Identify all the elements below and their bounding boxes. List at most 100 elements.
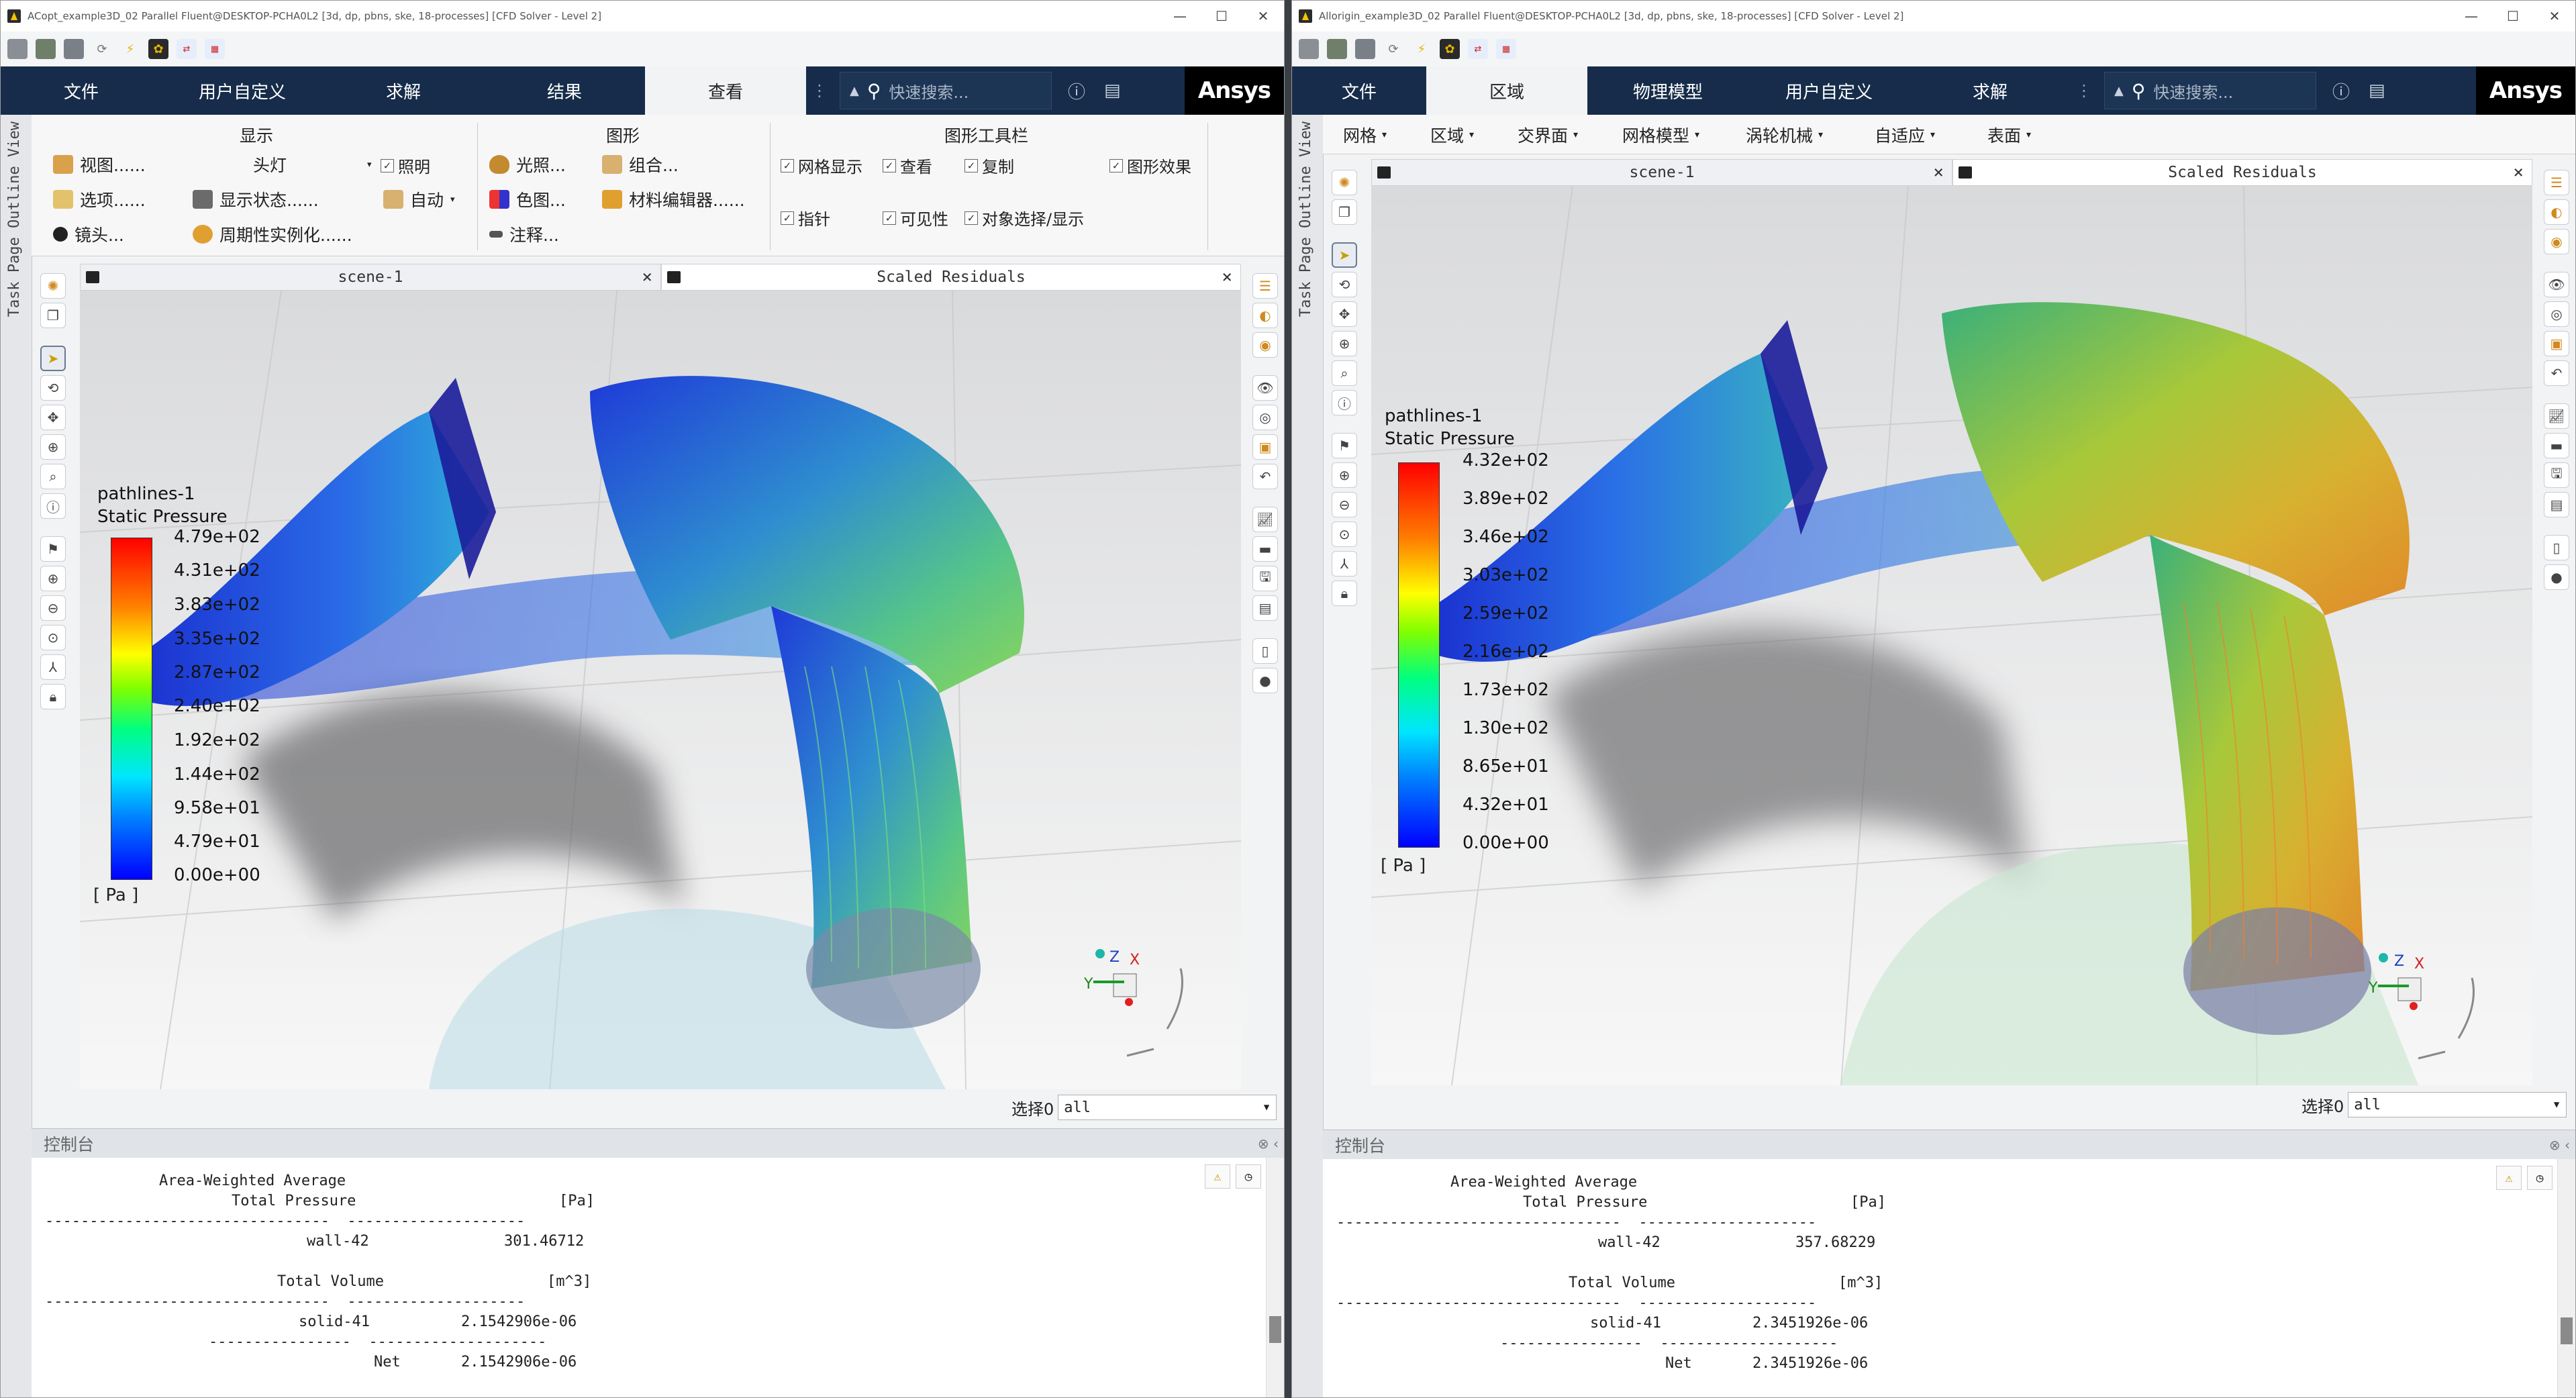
menu-turbomachinery[interactable]: 涡轮机械 ▾ bbox=[1746, 126, 1824, 146]
pointer-icon[interactable]: ➤ bbox=[40, 346, 66, 371]
console-scrollbar[interactable] bbox=[2557, 1159, 2575, 1397]
undo-icon[interactable]: ↶ bbox=[1252, 464, 1278, 489]
pointer-checkbox[interactable]: ✓ 指针 bbox=[781, 206, 830, 230]
lock-icon[interactable]: 🔒︎ bbox=[1332, 581, 1357, 606]
menu-zones[interactable]: 区域 ▾ bbox=[1430, 126, 1475, 146]
view-checkbox[interactable]: ✓ 查看 bbox=[883, 154, 932, 177]
flag-icon[interactable]: ⚑ bbox=[1332, 433, 1357, 458]
help-icon[interactable]: ⓘ bbox=[1068, 82, 1086, 103]
tab-solve[interactable]: 求解 bbox=[385, 82, 421, 103]
eye-hide-icon[interactable]: ◎ bbox=[2544, 301, 2569, 327]
tab-solve[interactable]: 求解 bbox=[1972, 82, 2008, 103]
tab-physics[interactable]: 物理模型 bbox=[1632, 82, 1703, 103]
zoom-out-icon[interactable]: ⊖ bbox=[40, 595, 66, 621]
layers-icon[interactable]: ☰ bbox=[2544, 170, 2569, 195]
reload-icon[interactable]: ⟳ bbox=[97, 42, 107, 56]
console-scrollbar[interactable] bbox=[1266, 1158, 1284, 1397]
clock-icon[interactable]: ◷ bbox=[2527, 1166, 2553, 1190]
box-icon[interactable]: ▣ bbox=[2544, 331, 2569, 356]
menu-surface[interactable]: 表面 ▾ bbox=[1987, 126, 2032, 146]
menu-adapt[interactable]: 自适应 ▾ bbox=[1875, 126, 1936, 146]
minimize-button[interactable]: — bbox=[1173, 8, 1187, 24]
options-button[interactable]: 选项...... bbox=[53, 187, 146, 211]
camera-button[interactable]: 镜头... bbox=[53, 222, 124, 246]
maximize-button[interactable]: ☐ bbox=[2507, 8, 2519, 24]
ruler-icon[interactable]: ▬ bbox=[1252, 536, 1278, 562]
zoom-icon[interactable]: ⌕ bbox=[1332, 360, 1357, 386]
save-image-icon[interactable]: 🖫︎ bbox=[1252, 566, 1278, 591]
reload-icon[interactable]: ⟳ bbox=[1388, 42, 1399, 56]
axis-triad[interactable]: Y Z X bbox=[1083, 949, 1183, 1057]
console-controls-icon[interactable]: ⊗ ‹ bbox=[1257, 1135, 1279, 1152]
menu-mesh-models[interactable]: 网格模型 ▾ bbox=[1622, 126, 1700, 146]
mesh-display-checkbox[interactable]: ✓ 网格显示 bbox=[781, 154, 862, 177]
tab-user-defined[interactable]: 用户自定义 bbox=[198, 82, 286, 103]
film-icon[interactable]: ▤ bbox=[2544, 492, 2569, 517]
zoom-box-icon[interactable]: ⊕ bbox=[1332, 331, 1357, 356]
menu-mesh[interactable]: 网格 ▾ bbox=[1343, 126, 1387, 146]
display-state-button[interactable]: 显示状态...... bbox=[193, 187, 319, 211]
read-data-icon[interactable] bbox=[1327, 39, 1347, 59]
sphere-icon[interactable]: ◉ bbox=[1252, 332, 1278, 358]
task-page-outline-label[interactable]: Task Page Outline View bbox=[6, 121, 23, 317]
lightning-icon[interactable]: ⚡ bbox=[1417, 42, 1426, 56]
plot-icon[interactable]: 📈︎ bbox=[1252, 507, 1278, 532]
plot-icon[interactable]: 📈︎ bbox=[2544, 403, 2569, 429]
periodic-button[interactable]: 周期性实例化...... bbox=[193, 222, 352, 246]
task-page-outline-label[interactable]: Task Page Outline View bbox=[1297, 121, 1314, 317]
read-case-icon[interactable] bbox=[7, 39, 28, 59]
ruler-icon[interactable]: ▬ bbox=[2544, 433, 2569, 458]
axis-triad[interactable]: Y Z X bbox=[2368, 953, 2475, 1060]
object-select-checkbox[interactable]: ✓ 对象选择/显示 bbox=[964, 206, 1084, 230]
tab-scene-1[interactable]: scene-1 × bbox=[1371, 159, 1952, 186]
menu-interfaces[interactable]: 交界面 ▾ bbox=[1518, 126, 1579, 146]
copy-view-icon[interactable]: ❐ bbox=[1332, 199, 1357, 225]
console-output[interactable]: Area-Weighted Average Total Pressure [Pa… bbox=[1323, 1159, 2575, 1397]
lightning-icon[interactable]: ⚡ bbox=[126, 42, 135, 56]
tab-results[interactable]: 结果 bbox=[546, 82, 582, 103]
page-icon[interactable]: ▯ bbox=[1252, 638, 1278, 664]
rotate-icon[interactable]: ⟲ bbox=[40, 375, 66, 401]
read-case-icon[interactable] bbox=[1299, 39, 1319, 59]
tab-file[interactable]: 文件 bbox=[1341, 82, 1377, 103]
probe-icon[interactable]: ⓘ bbox=[1332, 390, 1357, 415]
lighting-checkbox[interactable]: ✓ 照明 bbox=[381, 154, 430, 177]
pan-icon[interactable]: ✥ bbox=[1332, 301, 1357, 327]
shade-icon[interactable]: ◐ bbox=[1252, 303, 1278, 328]
console-output[interactable]: Area-Weighted Average Total Pressure [Pa… bbox=[32, 1158, 1284, 1397]
film-icon[interactable]: ▤ bbox=[1252, 595, 1278, 621]
warning-icon[interactable]: ⚠ bbox=[1205, 1164, 1230, 1189]
zoom-in-icon[interactable]: ⊕ bbox=[1332, 462, 1357, 488]
composite-button[interactable]: 组合... bbox=[602, 152, 679, 177]
zoom-in-icon[interactable]: ⊕ bbox=[40, 566, 66, 591]
close-scene-tab-icon[interactable]: × bbox=[642, 267, 652, 287]
pan-icon[interactable]: ✥ bbox=[40, 405, 66, 430]
tab-scaled-residuals[interactable]: Scaled Residuals × bbox=[1952, 159, 2532, 186]
fit-icon[interactable]: ⊙ bbox=[40, 625, 66, 650]
quick-search-input[interactable]: ▲ ⚲ 快速搜索... bbox=[840, 72, 1052, 109]
clock-icon[interactable]: ◷ bbox=[1236, 1164, 1261, 1189]
headlight-select[interactable]: 头灯 ▾ bbox=[253, 156, 372, 175]
mesh-icon[interactable]: ▦ bbox=[205, 39, 225, 59]
lock-icon[interactable]: 🔒︎ bbox=[40, 684, 66, 709]
warning-icon[interactable]: ⚠ bbox=[2496, 1166, 2522, 1190]
box-icon[interactable]: ▣ bbox=[1252, 434, 1278, 460]
record-icon[interactable]: ● bbox=[2544, 564, 2569, 590]
record-icon[interactable]: ● bbox=[1252, 668, 1278, 693]
close-residual-tab-icon[interactable]: × bbox=[2513, 162, 2524, 183]
udf-icon[interactable]: ✿ bbox=[1440, 39, 1460, 59]
copy-view-icon[interactable]: ❐ bbox=[40, 303, 66, 328]
eye-icon[interactable]: 👁︎ bbox=[2544, 272, 2569, 297]
selection-dropdown[interactable]: all ▼ bbox=[1058, 1095, 1277, 1120]
visibility-checkbox[interactable]: ✓ 可见性 bbox=[883, 206, 948, 230]
zoom-icon[interactable]: ⌕ bbox=[40, 464, 66, 489]
axes-icon[interactable]: ⅄ bbox=[40, 654, 66, 680]
graphics-view[interactable]: Y Z X pathlines-1 Static Pressure 4.79e+0… bbox=[80, 291, 1241, 1089]
eye-hide-icon[interactable]: ◎ bbox=[1252, 405, 1278, 430]
console-controls-icon[interactable]: ⊗ ‹ bbox=[2548, 1136, 2570, 1153]
flag-icon[interactable]: ⚑ bbox=[40, 536, 66, 562]
tabs-overflow-icon[interactable]: ⋮ bbox=[2076, 81, 2092, 100]
mesh-icon[interactable]: ▦ bbox=[1496, 39, 1516, 59]
read-data-icon[interactable] bbox=[36, 39, 56, 59]
close-residual-tab-icon[interactable]: × bbox=[1222, 267, 1232, 287]
